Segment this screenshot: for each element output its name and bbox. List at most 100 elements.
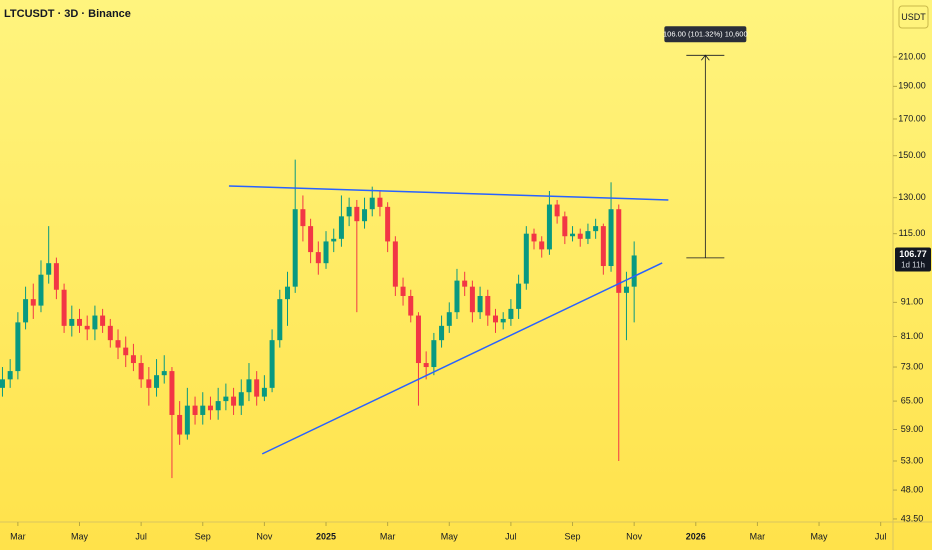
x-tick-label: May — [811, 531, 829, 541]
candle-body — [539, 241, 545, 250]
x-tick-label: 2025 — [316, 531, 336, 541]
candle-body — [246, 379, 252, 393]
candle-body — [408, 295, 414, 316]
x-tick-label: Mar — [750, 531, 766, 541]
candle-body — [169, 371, 175, 415]
candle-body — [392, 241, 398, 287]
candle-body — [46, 263, 52, 275]
y-tick-label: 81.00 — [901, 331, 924, 341]
candle-body — [308, 226, 314, 253]
candle-body — [362, 209, 368, 222]
candle-body — [238, 392, 244, 406]
y-tick-label: 43.50 — [901, 513, 924, 523]
candle-body — [315, 252, 321, 264]
candle-body — [500, 318, 506, 323]
candle-body — [600, 226, 606, 267]
chart-title: LTCUSDT · 3D · Binance — [4, 8, 131, 20]
y-tick-label: 130.00 — [898, 192, 926, 202]
candle-body — [123, 347, 129, 356]
y-tick-label: 170.00 — [898, 113, 926, 123]
candle-body — [254, 379, 260, 397]
x-tick-label: Jul — [135, 531, 147, 541]
candle-body — [100, 315, 106, 326]
y-tick-label: 53.00 — [901, 455, 924, 465]
candle-body — [446, 312, 452, 326]
currency-label[interactable]: USDT — [901, 12, 926, 22]
candle-body — [15, 322, 21, 372]
candle-body — [107, 325, 113, 341]
candle-body — [92, 315, 98, 330]
candle-body — [608, 209, 614, 267]
y-tick-label: 210.00 — [898, 51, 926, 61]
candle-body — [577, 233, 583, 239]
candle-body — [0, 379, 5, 388]
candle-body — [523, 233, 529, 284]
candle-body — [215, 401, 221, 411]
candle-body — [323, 241, 329, 264]
candle-body — [146, 379, 152, 388]
candle-body — [7, 371, 13, 380]
y-tick-label: 59.00 — [901, 424, 924, 434]
y-tick-label: 91.00 — [901, 297, 924, 307]
x-tick-label: May — [71, 531, 89, 541]
last-price-label: 106.77 — [899, 249, 927, 259]
candle-body — [177, 414, 183, 435]
candle-body — [207, 405, 213, 411]
x-tick-label: Jul — [505, 531, 517, 541]
y-tick-label: 115.00 — [899, 228, 926, 238]
candle-body — [284, 286, 290, 300]
candle-body — [369, 197, 375, 210]
x-tick-label: Sep — [195, 531, 211, 541]
candle-body — [200, 405, 206, 415]
x-tick-label: Nov — [626, 531, 643, 541]
candle-body — [485, 295, 491, 316]
x-tick-label: May — [441, 531, 459, 541]
candle-body — [331, 238, 337, 242]
candle-body — [385, 206, 391, 242]
candle-body — [631, 255, 637, 287]
candle-body — [346, 206, 352, 217]
trendline — [228, 185, 669, 201]
candle-body — [531, 233, 537, 242]
candle-body — [338, 216, 344, 239]
candle-body — [300, 209, 306, 227]
currency-box[interactable] — [898, 5, 929, 29]
x-tick-label: Nov — [256, 531, 273, 541]
last-price-box — [895, 247, 931, 272]
candle-body — [454, 280, 460, 313]
x-tick-label: Sep — [565, 531, 581, 541]
candle-body — [84, 325, 90, 330]
measure-arrow — [701, 54, 710, 61]
measure-label: 106.00 (101.32%) 10,600 — [663, 29, 748, 38]
candle-body — [69, 318, 75, 326]
candle-body — [231, 396, 237, 406]
candle-body — [154, 375, 160, 388]
candle-body — [415, 315, 421, 364]
candle-body — [469, 286, 475, 313]
candle-body — [269, 340, 275, 388]
candle-body — [292, 209, 298, 287]
y-tick-label: 150.00 — [898, 150, 926, 160]
x-tick-label: Jul — [875, 531, 887, 541]
candle-body — [554, 204, 560, 217]
candle-body — [462, 280, 468, 287]
candle-body — [30, 299, 36, 306]
trendline — [261, 262, 663, 455]
candle-body — [223, 396, 229, 402]
candle-body — [431, 340, 437, 368]
candle-body — [277, 299, 283, 341]
candle-body — [562, 216, 568, 237]
candle-body — [516, 283, 522, 309]
candle-body — [593, 226, 599, 232]
candle-body — [546, 204, 552, 250]
candle-body — [570, 233, 576, 237]
candle-body — [184, 405, 190, 435]
candle-body — [354, 206, 360, 222]
candle-body — [77, 318, 83, 326]
candle-body — [423, 363, 429, 368]
candle-body — [377, 197, 383, 207]
candle-body — [61, 289, 67, 326]
y-tick-label: 73.00 — [901, 361, 924, 371]
